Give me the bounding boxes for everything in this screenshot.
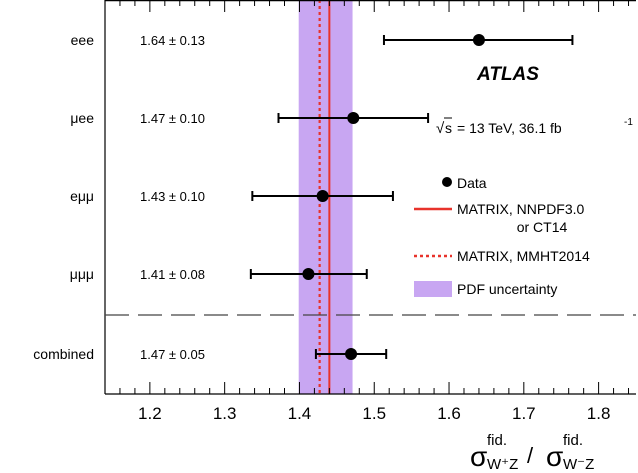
data-point	[316, 190, 329, 202]
channel-label: eμμ	[70, 188, 94, 204]
energy-sqrt-symbol: √	[436, 120, 445, 137]
x-title-sub-2: W⁻Z	[563, 456, 594, 473]
x-title-sup-2: fid.	[563, 432, 583, 449]
data-point	[472, 34, 485, 46]
channel-labels-layer: eee 1.64 ± 0.13 μee 1.47 ± 0.10 eμμ 1.43 ± 0.…	[33, 32, 205, 362]
legend-nnpdf-label-line2: or CT14	[517, 219, 568, 235]
x-title-sub-1: W⁺Z	[487, 456, 518, 473]
channel-label: combined	[33, 346, 94, 362]
legend-nnpdf-label-line1: MATRIX, NNPDF3.0	[457, 201, 585, 217]
plot-frame-layer	[104, 0, 636, 395]
x-axis-ticks-layer: 1.2 1.3 1.4 1.5 1.6 1.7 1.8	[104, 0, 630, 423]
channel-value-text: 1.43 ± 0.10	[140, 189, 205, 204]
x-title-slash: /	[527, 443, 534, 468]
legend-band-label: PDF uncertainty	[457, 281, 557, 297]
channel-value-text: 1.41 ± 0.08	[140, 267, 205, 282]
x-title-sigma-2: σ	[546, 441, 563, 472]
channel-value-text: 1.64 ± 0.13	[140, 33, 205, 48]
x-axis-title: σ fid. W⁺Z / σ fid. W⁻Z	[470, 432, 594, 473]
x-tick-label: 1.5	[362, 404, 386, 423]
x-tick-label: 1.7	[512, 404, 536, 423]
x-tick-label: 1.4	[288, 404, 312, 423]
energy-s-text: s	[445, 120, 452, 136]
x-tick-label: 1.3	[213, 404, 237, 423]
legend-data-marker	[442, 177, 452, 187]
x-title-sigma-1: σ	[470, 441, 487, 472]
energy-label: √ s = 13 TeV, 36.1 fb -1	[436, 117, 633, 137]
legend: Data MATRIX, NNPDF3.0 or CT14 MATRIX, MM…	[414, 175, 590, 297]
legend-band-swatch	[414, 281, 452, 297]
legend-data-label: Data	[457, 175, 487, 191]
x-tick-label: 1.6	[437, 404, 461, 423]
channel-value-text: 1.47 ± 0.10	[140, 111, 205, 126]
channel-label: μee	[70, 110, 94, 126]
x-tick-label: 1.2	[138, 404, 162, 423]
x-title-sup-1: fid.	[487, 432, 507, 449]
atlas-label: ATLAS	[476, 64, 539, 85]
energy-text-superscript: -1	[624, 117, 633, 128]
x-tick-label: 1.8	[587, 404, 611, 423]
data-point	[302, 268, 315, 280]
energy-text: = 13 TeV, 36.1 fb	[457, 120, 562, 136]
channel-label: μμμ	[70, 266, 94, 282]
legend-mmht-label: MATRIX, MMHT2014	[457, 248, 590, 264]
data-point	[345, 348, 358, 360]
channel-value-text: 1.47 ± 0.05	[140, 347, 205, 362]
data-point	[347, 112, 360, 124]
data-points-layer	[249, 34, 574, 360]
channel-label: eee	[71, 32, 95, 48]
